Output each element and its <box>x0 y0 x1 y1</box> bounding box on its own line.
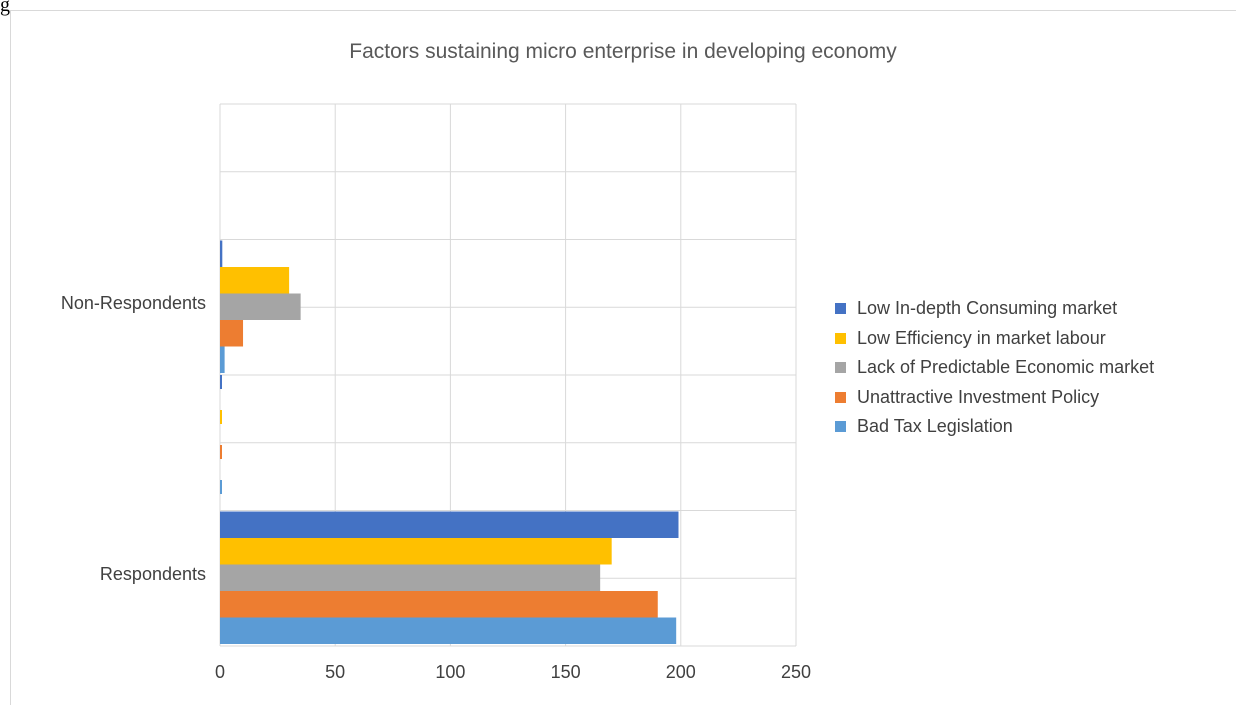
bar-stub <box>220 375 222 389</box>
tick-label: 250 <box>780 662 812 682</box>
legend-item: Bad Tax Legislation <box>835 412 1154 442</box>
bar-respondents-3 <box>220 538 612 565</box>
legend-label: Unattractive Investment Policy <box>857 386 1100 407</box>
legend-label: Low In-depth Consuming market <box>857 298 1118 319</box>
bar-stub <box>220 410 222 424</box>
legend: Low In-depth Consuming market Low Efficie… <box>835 294 1154 442</box>
legend-item: Low In-depth Consuming market <box>835 294 1154 324</box>
chart-frame <box>10 10 1236 705</box>
legend-item: Lack of Predictable Economic market <box>835 353 1154 383</box>
category-label: Respondents <box>99 564 206 584</box>
tick-label: 100 <box>435 662 466 682</box>
tick-label: 150 <box>550 662 581 682</box>
tick-label: 200 <box>665 662 696 682</box>
legend-swatch <box>835 332 846 344</box>
chart-title: Factors sustaining micro enterprise in d… <box>349 40 897 63</box>
bar-non-respondents-3 <box>220 267 290 294</box>
legend-item: Low Efficiency in market labour <box>835 324 1154 354</box>
bar-stub <box>220 480 222 494</box>
tick-label: 0 <box>214 662 226 682</box>
bar-respondents-0 <box>220 617 677 644</box>
bar-non-respondents-2 <box>220 293 301 320</box>
bar-non-respondents-1 <box>220 320 244 347</box>
bar-non-respondents-0 <box>220 346 225 373</box>
legend-item: Unattractive Investment Policy <box>835 383 1154 413</box>
legend-label: Low Efficiency in market labour <box>857 327 1106 348</box>
legend-swatch <box>835 421 846 433</box>
legend-label: Lack of Predictable Economic market <box>857 357 1155 378</box>
corner-text: g <box>0 0 10 16</box>
legend-swatch <box>835 391 846 403</box>
bar-non-respondents-4 <box>220 240 223 267</box>
bar-respondents-4 <box>220 511 679 538</box>
tick-label: 50 <box>325 662 346 682</box>
legend-swatch <box>835 362 846 374</box>
category-label: Non-Respondents <box>60 293 206 313</box>
bar-stub <box>220 445 222 459</box>
legend-swatch <box>835 303 846 315</box>
bar-respondents-1 <box>220 591 658 618</box>
legend-label: Bad Tax Legislation <box>857 416 1013 437</box>
bar-respondents-2 <box>220 564 601 591</box>
